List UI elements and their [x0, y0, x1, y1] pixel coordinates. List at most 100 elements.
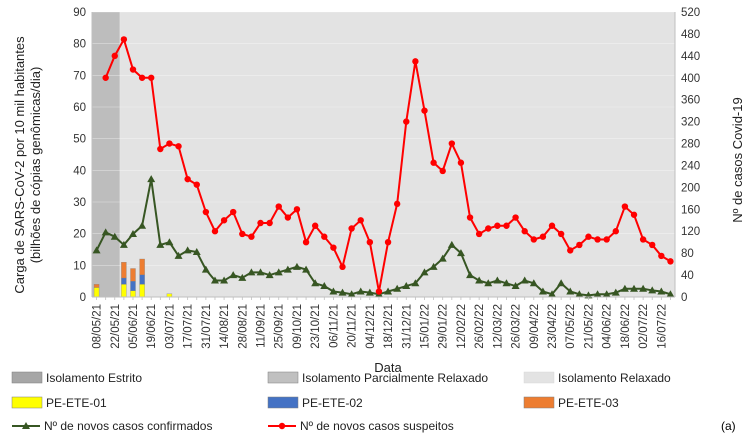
- point-suspeitos-25: [330, 244, 337, 251]
- point-confirmados-15: [229, 271, 238, 279]
- point-confirmados-56: [602, 290, 611, 298]
- point-suspeitos-5: [148, 74, 155, 81]
- point-confirmados-60: [639, 284, 648, 292]
- x-tick-label: 15/01/22: [419, 304, 431, 349]
- point-confirmados-28: [347, 290, 356, 298]
- legend-label: Nº de novos casos confirmados: [44, 419, 212, 433]
- x-tick-label: 12/02/22: [456, 304, 468, 349]
- point-suspeitos-36: [430, 159, 437, 166]
- point-confirmados-4: [128, 229, 137, 237]
- y-right-tick-label: 360: [681, 95, 700, 107]
- x-tick-label: 31/07/21: [201, 304, 213, 349]
- point-suspeitos-48: [539, 233, 547, 240]
- point-suspeitos-49: [548, 222, 556, 229]
- point-suspeitos-60: [649, 241, 656, 249]
- x-tick-label: 18/12/21: [383, 304, 395, 349]
- y-left-tick-label: 90: [73, 7, 86, 19]
- point-suspeitos-40: [466, 214, 474, 221]
- point-confirmados-25: [320, 282, 329, 290]
- x-tick-label: 04/06/22: [602, 304, 614, 349]
- x-tick-label: 14/08/21: [219, 304, 231, 349]
- y-right-tick-label: 120: [681, 226, 700, 238]
- point-suspeitos-12: [211, 228, 219, 235]
- point-suspeitos-51: [567, 247, 574, 254]
- point-suspeitos-4: [138, 74, 146, 81]
- point-suspeitos-44: [503, 222, 510, 229]
- point-suspeitos-37: [439, 167, 446, 175]
- point-confirmados-61: [648, 286, 657, 294]
- point-confirmados-12: [201, 265, 210, 273]
- point-suspeitos-57: [621, 203, 629, 210]
- axes: 0 10 20 30 40 50 60 70 80 90 0 40 80 120 160 200 240 280 3…: [73, 7, 700, 349]
- point-suspeitos-13: [220, 217, 228, 224]
- bar-PE-ETE-01-0: [93, 287, 100, 298]
- y-left-tick-label: 10: [73, 260, 86, 272]
- x-tick-label: 23/04/22: [547, 304, 559, 349]
- x-tick-label: 12/03/22: [492, 304, 504, 349]
- y-right-tick-label: 160: [681, 204, 700, 216]
- point-suspeitos-32: [393, 200, 401, 208]
- legend-swatch: [11, 396, 43, 409]
- point-confirmados-19: [265, 271, 274, 279]
- point-suspeitos-41: [475, 230, 483, 238]
- point-suspeitos-23: [311, 222, 319, 229]
- point-suspeitos-21: [293, 206, 301, 213]
- y-axis-left-title-line2: (bilhões de cópias genômicas/dia): [28, 67, 43, 264]
- y-right-tick-label: 520: [681, 7, 700, 19]
- point-suspeitos-11: [202, 208, 210, 216]
- bar-PE-ETE-01-4: [130, 290, 136, 298]
- point-confirmados-26: [329, 287, 338, 295]
- point-confirmados-6: [147, 175, 156, 183]
- x-tick-label: 09/04/22: [529, 304, 541, 349]
- period-band-2: [120, 12, 675, 297]
- y-right-tick-label: 400: [681, 73, 700, 85]
- point-confirmados-43: [484, 279, 493, 287]
- y-axis-left-title-line1: Carga de SARS-CoV-2 por 10 mil habitante…: [12, 36, 27, 294]
- x-tick-label: 20/11/21: [347, 304, 359, 348]
- point-suspeitos-17: [257, 219, 264, 227]
- point-suspeitos-45: [512, 214, 519, 221]
- y-left-tick-label: 50: [73, 134, 86, 146]
- legend-label: PE-ETE-03: [558, 396, 619, 410]
- legend-swatch: [267, 396, 299, 409]
- legend-item-2: Isolamento Relaxado: [523, 371, 671, 385]
- point-suspeitos-33: [403, 118, 410, 125]
- point-confirmados-50: [548, 290, 557, 298]
- point-confirmados-52: [566, 287, 575, 295]
- point-confirmados-59: [630, 284, 639, 292]
- bar-PE-ETE-03-3: [121, 262, 127, 279]
- point-suspeitos-50: [557, 230, 565, 238]
- point-confirmados-3: [119, 240, 128, 248]
- point-suspeitos-62: [667, 258, 674, 265]
- point-suspeitos-54: [594, 236, 601, 243]
- point-confirmados-16: [238, 273, 247, 281]
- point-confirmados-24: [311, 279, 320, 287]
- point-suspeitos-52: [576, 241, 583, 249]
- point-suspeitos-26: [339, 263, 346, 271]
- point-confirmados-8: [165, 238, 174, 246]
- x-tick-label: 08/05/21: [92, 304, 104, 349]
- point-suspeitos-7: [166, 140, 173, 147]
- point-suspeitos-24: [321, 233, 328, 240]
- legend-label: PE-ETE-02: [302, 396, 363, 410]
- y-left-tick-label: 20: [73, 229, 86, 241]
- point-confirmados-62: [657, 287, 666, 295]
- bar-PE-ETE-03-5: [139, 258, 145, 275]
- x-tick-label: 29/01/22: [438, 304, 450, 349]
- point-confirmados-41: [466, 271, 475, 279]
- bar-PE-ETE-01-5: [139, 284, 145, 298]
- point-suspeitos-30: [375, 288, 383, 295]
- point-suspeitos-38: [448, 140, 456, 147]
- y-left-tick-label: 40: [73, 165, 86, 177]
- bar-PE-ETE-02-4: [130, 281, 136, 291]
- x-tick-label: 23/10/21: [310, 304, 322, 349]
- point-suspeitos-47: [530, 236, 538, 243]
- x-tick-label: 09/10/21: [292, 304, 304, 349]
- y-right-tick-label: 0: [681, 292, 687, 304]
- point-confirmados-29: [356, 287, 365, 295]
- legend-label: PE-ETE-01: [46, 396, 107, 410]
- x-tick-label: 03/07/21: [164, 304, 176, 349]
- point-suspeitos-61: [658, 252, 665, 260]
- point-confirmados-2: [110, 232, 119, 240]
- point-confirmados-46: [511, 282, 520, 290]
